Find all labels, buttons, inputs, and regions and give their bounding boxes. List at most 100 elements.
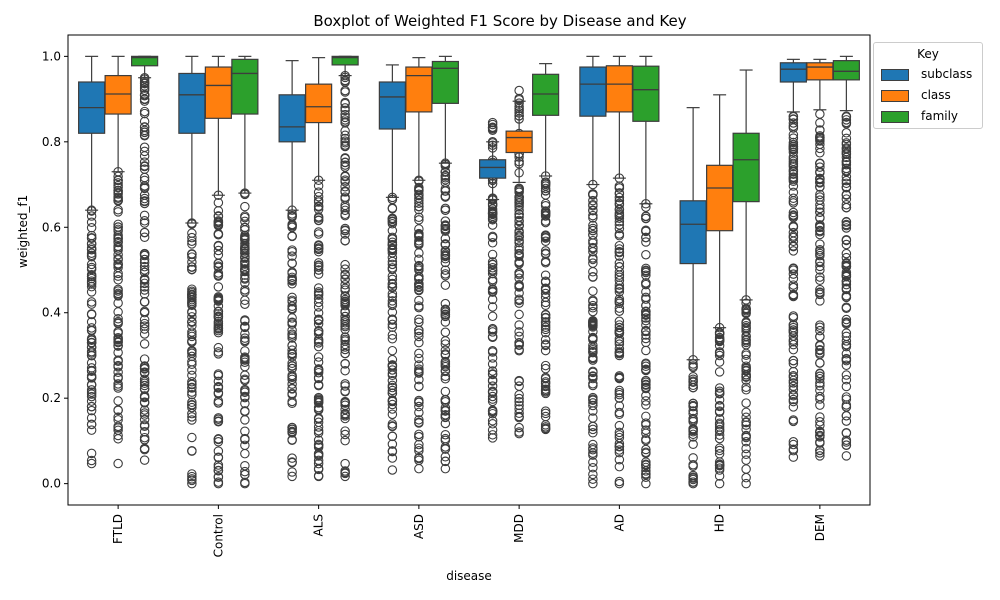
outlier-point bbox=[340, 181, 350, 192]
outlier-point bbox=[213, 388, 224, 399]
outlier-point bbox=[714, 420, 725, 430]
outlier-point bbox=[714, 350, 725, 361]
outlier-point bbox=[487, 386, 498, 397]
outlier-point bbox=[514, 232, 524, 242]
outlier-point bbox=[313, 240, 324, 250]
outlier-point bbox=[788, 169, 799, 179]
outlier-point bbox=[440, 239, 451, 249]
outlier-point bbox=[514, 192, 524, 202]
outlier-point bbox=[287, 388, 297, 399]
outlier-point bbox=[714, 383, 725, 393]
outlier-point bbox=[487, 425, 498, 435]
outlier-point bbox=[313, 191, 324, 202]
outlier-point bbox=[414, 198, 424, 209]
outlier-point bbox=[414, 439, 424, 450]
outlier-point bbox=[387, 465, 398, 475]
outlier-point bbox=[340, 112, 350, 123]
outlier-point bbox=[240, 329, 250, 339]
outlier-point bbox=[841, 159, 852, 170]
outlier-point bbox=[514, 344, 524, 355]
outlier-point bbox=[588, 340, 598, 351]
outlier-point bbox=[788, 212, 799, 223]
box-AD-family bbox=[632, 55, 660, 489]
box-iqr bbox=[131, 55, 159, 67]
outlier-point bbox=[387, 278, 398, 289]
outlier-point bbox=[614, 251, 625, 261]
outlier-point bbox=[588, 205, 598, 216]
outlier-point bbox=[240, 448, 250, 459]
outlier-point bbox=[514, 327, 524, 337]
outlier-point bbox=[313, 325, 324, 336]
outlier-point bbox=[139, 455, 150, 465]
outlier-point bbox=[139, 306, 150, 317]
outlier-point bbox=[113, 258, 123, 269]
outlier-point bbox=[714, 426, 725, 437]
outlier-point bbox=[187, 397, 197, 408]
outlier-point bbox=[841, 451, 852, 461]
outlier-point bbox=[688, 377, 698, 388]
outlier-point bbox=[688, 460, 698, 470]
outlier-point bbox=[213, 258, 224, 269]
outlier-point bbox=[815, 239, 825, 249]
outlier-point bbox=[340, 466, 350, 476]
outlier-point bbox=[487, 430, 498, 440]
outlier-point bbox=[540, 411, 551, 422]
outlier-point bbox=[414, 228, 424, 239]
outlier-point bbox=[113, 318, 123, 328]
outlier-point bbox=[614, 316, 625, 327]
outlier-point bbox=[240, 248, 250, 258]
outlier-point bbox=[788, 174, 799, 185]
outlier-point bbox=[815, 177, 825, 187]
outlier-point bbox=[641, 447, 651, 458]
box-DEM-family bbox=[832, 55, 860, 461]
outlier-point bbox=[86, 396, 97, 406]
outlier-point bbox=[614, 401, 625, 411]
outlier-point bbox=[387, 361, 398, 372]
outlier-point bbox=[340, 348, 350, 359]
outlier-point bbox=[113, 205, 123, 215]
outlier-point bbox=[213, 316, 224, 327]
outlier-point bbox=[614, 461, 625, 472]
outlier-point bbox=[540, 406, 551, 416]
outlier-point bbox=[815, 136, 825, 146]
outlier-point bbox=[313, 435, 324, 445]
outlier-point bbox=[815, 385, 825, 396]
outlier-point bbox=[588, 319, 598, 330]
outlier-point bbox=[139, 146, 150, 157]
outlier-point bbox=[213, 446, 224, 456]
outlier-point bbox=[213, 216, 224, 226]
outlier-point bbox=[414, 443, 424, 453]
outlier-point bbox=[414, 254, 424, 265]
axes: 0.0 0.2 0.4 0.6 0.8 1.0 FTLD Control ALS ASD MDD AD… bbox=[42, 34, 871, 557]
outlier-point bbox=[614, 322, 625, 333]
outlier-point bbox=[240, 370, 250, 380]
box-iqr bbox=[579, 66, 607, 117]
x-tick-label-ALS: ALS bbox=[312, 514, 326, 537]
outlier-point bbox=[688, 439, 698, 450]
outlier-point bbox=[641, 278, 651, 288]
outlier-point bbox=[387, 319, 398, 330]
outlier-point bbox=[86, 458, 97, 469]
outlier-point bbox=[614, 348, 625, 358]
outlier-point bbox=[514, 220, 524, 231]
outlier-point bbox=[440, 298, 451, 309]
outlier-point bbox=[815, 345, 825, 356]
outlier-point bbox=[487, 206, 498, 216]
outlier-point bbox=[86, 323, 97, 333]
outlier-point bbox=[815, 448, 825, 458]
outliers-ALS-subclass bbox=[287, 205, 297, 482]
outlier-point bbox=[139, 210, 150, 221]
outlier-point bbox=[187, 415, 197, 425]
outlier-point bbox=[213, 349, 224, 359]
outlier-point bbox=[313, 439, 324, 450]
outlier-point bbox=[213, 478, 224, 489]
outlier-point bbox=[540, 334, 551, 345]
chart-title: Boxplot of Weighted F1 Score by Disease … bbox=[313, 12, 687, 30]
outlier-point bbox=[440, 339, 451, 349]
outlier-point bbox=[414, 201, 424, 212]
outlier-point bbox=[440, 216, 451, 226]
outlier-point bbox=[139, 90, 150, 101]
outlier-point bbox=[788, 193, 799, 203]
outlier-point bbox=[788, 154, 799, 164]
outlier-point bbox=[714, 430, 725, 440]
